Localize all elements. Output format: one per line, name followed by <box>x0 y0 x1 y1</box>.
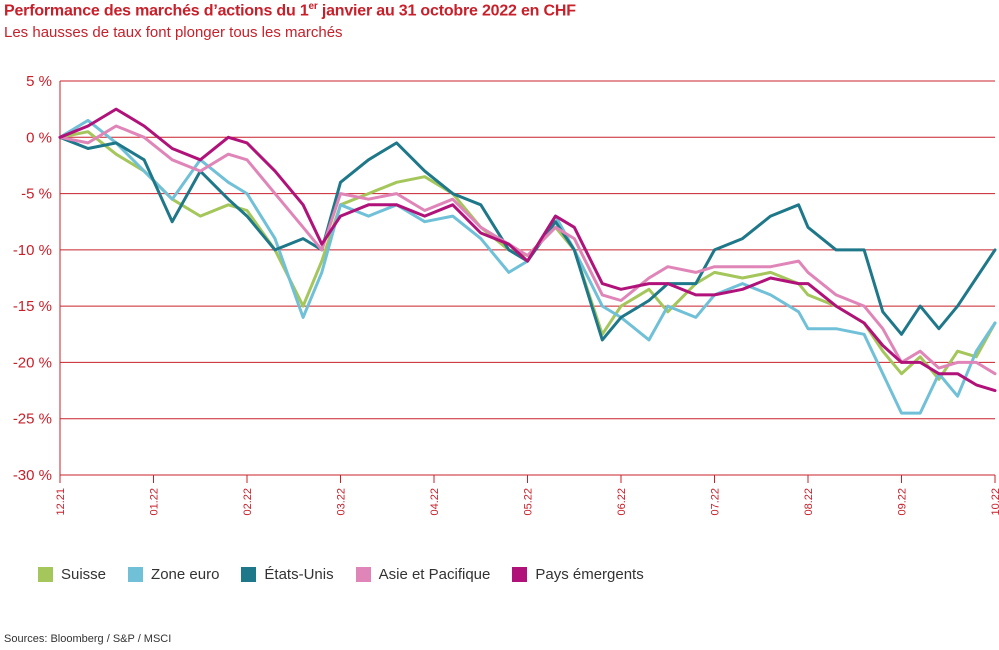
line-chart: 5 % 0 % -5 % -10 % -15 % -20 % -25 % -30 %12.21… <box>13 73 999 516</box>
y-tick-label: 5 % <box>26 73 52 90</box>
series-line-4 <box>58 124 997 376</box>
x-tick-label: 07.22 <box>710 488 722 516</box>
chart-title: Performance des marchés d’actions du 1er… <box>4 1 576 20</box>
x-tick-label: 01.22 <box>149 488 161 516</box>
series-line-3 <box>58 135 997 342</box>
legend-swatch <box>512 567 528 582</box>
y-tick-label: -25 % <box>13 411 52 428</box>
legend-item: Suisse <box>38 566 106 583</box>
y-tick-label: 0 % <box>26 129 52 146</box>
y-tick-label: -30 % <box>13 467 52 484</box>
x-tick-label: 09.22 <box>897 488 909 516</box>
legend-swatch <box>128 567 144 582</box>
y-tick-label: -10 % <box>13 242 52 259</box>
legend-label: Zone euro <box>151 566 220 583</box>
legend-item: Asie et Pacifique <box>355 566 491 583</box>
legend: Suisse Zone euro États-Unis Asie et Pacifiq… <box>38 566 644 583</box>
legend-swatch <box>241 567 257 582</box>
legend-item: Pays émergents <box>512 566 644 583</box>
y-tick-label: -15 % <box>13 298 52 315</box>
legend-item: États-Unis <box>241 566 334 583</box>
legend-label: Pays émergents <box>535 566 644 583</box>
x-tick-label: 08.22 <box>803 488 815 516</box>
y-tick-label: -20 % <box>13 354 52 371</box>
x-tick-label: 04.22 <box>429 488 441 516</box>
series-line-2 <box>58 118 997 415</box>
legend-label: États-Unis <box>264 566 334 583</box>
x-tick-label: 05.22 <box>523 488 535 516</box>
chart-subtitle: Les hausses de taux font plonger tous le… <box>4 24 343 41</box>
x-tick-label: 10.22 <box>990 488 999 516</box>
legend-label: Asie et Pacifique <box>378 566 491 583</box>
x-tick-label: 12.21 <box>55 488 67 516</box>
legend-swatch <box>38 567 53 582</box>
y-tick-label: -5 % <box>21 186 52 203</box>
legend-swatch <box>355 567 371 582</box>
legend-label: Suisse <box>61 566 107 583</box>
source-note: Sources: Bloomberg / S&P / MSCI <box>4 633 172 645</box>
x-tick-label: 06.22 <box>616 488 628 516</box>
x-tick-label: 02.22 <box>242 488 254 516</box>
series-line-5 <box>58 107 997 393</box>
x-tick-label: 03.22 <box>336 488 348 516</box>
legend-item: Zone euro <box>128 566 219 583</box>
